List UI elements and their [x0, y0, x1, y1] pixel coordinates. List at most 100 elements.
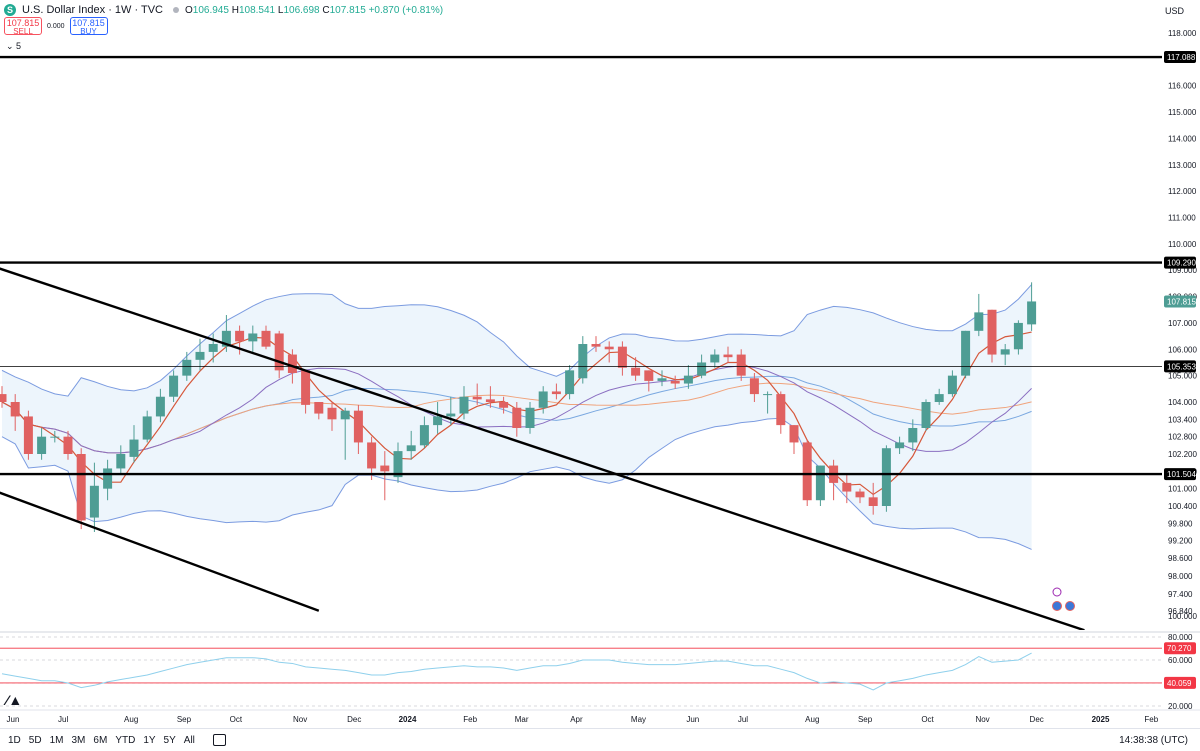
calendar-icon[interactable] — [212, 734, 226, 746]
candle-body — [235, 330, 245, 342]
us-flag-icon — [1052, 601, 1062, 611]
y-tick-label: 104.000 — [1168, 398, 1197, 407]
candle-body — [340, 410, 350, 420]
candle-body — [934, 394, 944, 402]
candle-body — [578, 344, 588, 379]
candle-body — [76, 454, 86, 521]
candle-body — [406, 445, 416, 452]
y-tick-label: 99.800 — [1168, 519, 1193, 528]
timeframe-5d[interactable]: 5D — [28, 734, 42, 746]
candle-body — [169, 375, 179, 397]
studies-count: 5 — [16, 41, 22, 51]
currency-label[interactable]: USD — [1164, 6, 1184, 16]
y-tick-label: 114.000 — [1168, 134, 1197, 143]
candle-body — [657, 378, 667, 381]
candle-body — [895, 442, 905, 449]
candle-body — [221, 330, 231, 347]
timeframe-6m[interactable]: 6M — [93, 734, 108, 746]
x-tick-label: Feb — [463, 715, 477, 724]
timeframe-1d[interactable]: 1D — [8, 734, 21, 746]
buy-button[interactable]: 107.815 BUY — [69, 17, 108, 36]
candle-body — [103, 468, 113, 489]
studies-toggle[interactable]: ⌄ 5 — [6, 41, 22, 51]
candle-body — [776, 394, 786, 426]
bollinger-lower-line — [1, 417, 1032, 550]
trendline — [0, 267, 1085, 630]
price-badge — [1164, 51, 1196, 64]
candle-body — [195, 351, 205, 360]
y-tick-label: 102.200 — [1168, 450, 1197, 459]
candle-body — [565, 370, 575, 395]
candle-body — [723, 354, 733, 358]
y-tick-label: 112.000 — [1168, 187, 1197, 196]
candle-body — [842, 482, 852, 492]
y-tick-label: 105.000 — [1168, 372, 1197, 381]
y-tick-label: 115.000 — [1168, 108, 1197, 117]
candle-body — [287, 354, 297, 374]
trade-buttons: 107.815 SELL 0.000 107.815 BUY — [4, 17, 108, 36]
sell-button[interactable]: 107.815 SELL — [4, 17, 42, 36]
timeframe-1y[interactable]: 1Y — [143, 734, 156, 746]
candle-body — [314, 402, 324, 414]
bottom-toolbar: 1D 5D 1M 3M 6M YTD 1Y 5Y All 14:38:38 (U… — [0, 728, 1200, 751]
candle-body — [37, 436, 47, 454]
candle-body — [367, 442, 377, 469]
candle-body — [591, 344, 601, 347]
candle-body — [393, 451, 403, 478]
y-tick-label: 113.000 — [1168, 161, 1197, 170]
candle-body — [551, 391, 561, 395]
timeframe-1m[interactable]: 1M — [49, 734, 64, 746]
x-tick-label: Jun — [7, 715, 20, 724]
candle-body — [485, 399, 495, 402]
y-tick-label: 100.400 — [1168, 502, 1197, 511]
price-chart[interactable]: 118.000117.000116.000115.000114.000113.0… — [0, 0, 1200, 728]
candle-body — [749, 378, 759, 395]
rsi-tick-label: 20.000 — [1168, 702, 1193, 711]
price-badge — [1164, 295, 1196, 308]
timeframe-5y[interactable]: 5Y — [163, 734, 176, 746]
x-tick-label: Oct — [230, 715, 243, 724]
candle-body — [261, 330, 271, 347]
candle-body — [868, 497, 878, 506]
clock[interactable]: 14:38:38 (UTC) — [1119, 734, 1188, 746]
rsi-tick-label: 80.000 — [1168, 633, 1193, 642]
candle-body — [0, 394, 7, 402]
candle-body — [380, 465, 390, 472]
rsi-line — [1, 652, 1032, 691]
candle-body — [604, 346, 614, 350]
candle-body — [538, 391, 548, 408]
candle-body — [446, 413, 456, 417]
price-badge — [1164, 468, 1196, 481]
candle-body — [433, 416, 443, 426]
y-tick-label: 103.400 — [1168, 415, 1197, 424]
candle-body — [987, 309, 997, 355]
candle-body — [697, 362, 707, 376]
candle-body — [50, 436, 60, 438]
rsi-band — [0, 648, 1162, 683]
candle-body — [499, 402, 509, 408]
y-tick-label: 98.000 — [1168, 572, 1193, 581]
x-tick-label: May — [631, 715, 646, 724]
y-tick-label: 101.000 — [1168, 485, 1197, 494]
candle-body — [89, 485, 99, 518]
candle-body — [789, 425, 799, 443]
timeframe-3m[interactable]: 3M — [71, 734, 86, 746]
candle-body — [855, 491, 865, 498]
timeframe-all[interactable]: All — [183, 734, 195, 746]
candle-body — [710, 354, 720, 363]
candle-body — [763, 394, 773, 396]
candle-body — [274, 333, 284, 371]
symbol-title[interactable]: U.S. Dollar Index · 1W · TVC — [22, 4, 163, 16]
candle-body — [327, 407, 337, 420]
rsi-tick-label: 60.000 — [1168, 656, 1193, 665]
price-badge — [1164, 360, 1196, 373]
candle-body — [961, 330, 971, 376]
ohlc-readout: O106.945 H108.541 L106.698 C107.815 +0.8… — [185, 4, 444, 16]
candle-body — [23, 416, 33, 454]
x-tick-label: Sep — [177, 715, 192, 724]
timeframe-ytd[interactable]: YTD — [115, 734, 136, 746]
candle-body — [815, 465, 825, 501]
candle-body — [921, 402, 931, 428]
candle-body — [116, 454, 126, 469]
x-tick-label: Aug — [805, 715, 819, 724]
